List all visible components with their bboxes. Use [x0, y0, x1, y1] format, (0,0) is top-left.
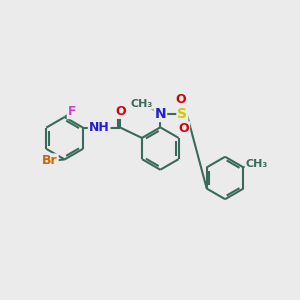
Text: N: N [154, 107, 166, 121]
Text: F: F [68, 105, 76, 118]
Text: NH: NH [89, 121, 110, 134]
Text: O: O [115, 105, 126, 118]
Text: S: S [177, 107, 188, 121]
Text: CH₃: CH₃ [246, 159, 268, 170]
Text: Br: Br [42, 154, 58, 167]
Text: O: O [178, 122, 189, 135]
Text: O: O [176, 93, 186, 106]
Text: CH₃: CH₃ [130, 99, 152, 109]
